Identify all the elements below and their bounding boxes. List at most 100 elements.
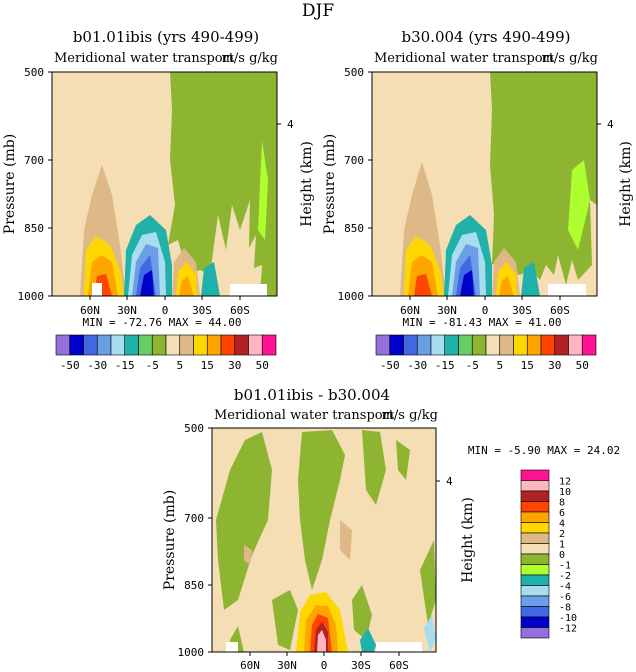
colorbar-swatch [96,334,112,356]
panel-2: b30.004 (yrs 490-499) Meridional water t… [322,28,634,329]
panel-2-ylabel-right: Height (km) [618,141,634,227]
panel-2-subtitle-left: Meridional water transport [374,51,555,66]
colorbar-swatch [520,585,550,597]
figure-title: DJF [302,1,334,21]
colorbar-swatch [138,334,153,356]
colorbar-swatch [485,334,501,356]
colorbar-label: -50 [380,359,400,372]
colorbar-label: -5 [466,359,479,372]
colorbar-label: -6 [559,592,571,603]
panel-1-xtick-60n: 60N [80,304,100,317]
colorbar-label: 8 [559,498,565,509]
colorbar-swatch [55,334,71,356]
panel-2-ytick-right-4: 4 [607,118,614,131]
panel-1-xtick-0: 0 [162,304,169,317]
panel-1-stats: MIN = -72.76 MAX = 44.00 [83,316,242,329]
colorbar-swatch [520,501,550,513]
colorbar-swatch [151,334,167,356]
panel-1-ytick-500: 500 [24,66,44,79]
colorbar-swatch [444,334,459,356]
panel-3-ylabel-right: Height (km) [460,497,476,583]
panel-2-xtick-30n: 30N [437,304,457,317]
colorbar-swatch [416,334,432,356]
colorbar-swatch [430,334,446,356]
panel-2-ytick-700: 700 [344,154,364,167]
colorbar-swatch [261,334,277,356]
colorbar-swatch [234,334,249,356]
panel-1-ytick-1000: 1000 [18,290,45,303]
panel-1-axes: 500 700 850 1000 4 60N 30N 0 30S 60S [18,66,295,317]
colorbar-swatch [520,511,550,523]
colorbar-swatch [581,334,597,356]
colorbar-swatch [520,532,550,544]
colorbar-swatch [403,334,418,356]
panel-3-axes: 500 700 850 1000 4 60N 30N 0 30S 60S [178,422,454,672]
colorbar-swatch [499,334,514,356]
colorbar-label: 4 [559,519,565,530]
panel-2-xtick-60s: 60S [550,304,570,317]
colorbar-label: 0 [559,550,565,561]
colorbar-swatch [568,334,583,356]
panel-1-ylabel: Pressure (mb) [2,134,18,234]
colorbar-swatch [520,553,550,565]
colorbar-swatch [124,334,139,356]
colorbar-swatch [540,334,556,356]
panel-2-ytick-1000: 1000 [338,290,365,303]
colorbar-label: 30 [228,359,241,372]
panel-2-title: b30.004 (yrs 490-499) [402,28,571,46]
panel-1-ytick-right-4: 4 [287,118,294,131]
colorbar-label: -30 [87,359,107,372]
panel-2-plot [371,71,598,297]
panel-1-xtick-30n: 30N [117,304,137,317]
colorbar-swatch [110,334,126,356]
colorbar-label: 6 [559,508,565,519]
colorbar-swatch [520,574,550,586]
panel-1-subtitle-left: Meridional water transport [54,51,235,66]
colorbar-swatch [179,334,194,356]
panel-3-subtitle-left: Meridional water transport [214,408,395,423]
colorbar-swatch [69,334,84,356]
colorbar-label: 30 [548,359,561,372]
panel-1-title: b01.01ibis (yrs 490-499) [73,28,259,46]
colorbar-swatch [513,334,528,356]
panel-3: b01.01ibis - b30.004 Meridional water tr… [162,386,620,672]
colorbar-label: 5 [496,359,503,372]
panel-3-xtick-60s: 60S [389,659,409,672]
panel-3-ytick-right-4: 4 [446,475,453,488]
panel-1-green-region [168,72,277,296]
colorbar-swatch [520,522,550,534]
panel-2-xtick-30s: 30S [512,304,532,317]
colorbar-label: 10 [559,487,571,498]
colorbar-swatch [389,334,404,356]
colorbar-label: 2 [559,529,565,540]
colorbar-swatch [520,606,550,618]
colorbar-swatch [520,627,550,639]
panel-1-subtitle-right: m/s g/kg [222,51,278,66]
colorbar-label: -8 [559,603,571,614]
colorbar-panel-1: -50 -30 -15 -5 5 15 30 50 [55,334,277,372]
colorbar-swatch [220,334,236,356]
colorbar-swatch [520,543,550,555]
colorbar-label: -15 [115,359,135,372]
colorbar-label: 5 [176,359,183,372]
panel-1-ytick-850: 850 [24,222,44,235]
colorbar-swatch [520,480,550,492]
panel-3-xtick-30s: 30S [351,659,371,672]
panel-2-subtitle-right: m/s g/kg [542,51,598,66]
panel-2-xtick-60n: 60N [400,304,420,317]
colorbar-swatch [520,490,550,502]
panel-3-stats: MIN = -5.90 MAX = 24.02 [468,444,620,457]
panel-3-xtick-60n: 60N [240,659,260,672]
panel-3-xtick-30n: 30N [277,659,297,672]
colorbar-label: -10 [559,613,577,624]
colorbar-label: -15 [435,359,455,372]
colorbar-label: 12 [559,477,571,488]
panel-1-xtick-60s: 60S [230,304,250,317]
colorbar-swatch [520,469,550,481]
panel-1-ytick-700: 700 [24,154,44,167]
panel-3-ytick-500: 500 [184,422,204,435]
colorbar-swatch [206,334,222,356]
panel-3-ytick-700: 700 [184,512,204,525]
